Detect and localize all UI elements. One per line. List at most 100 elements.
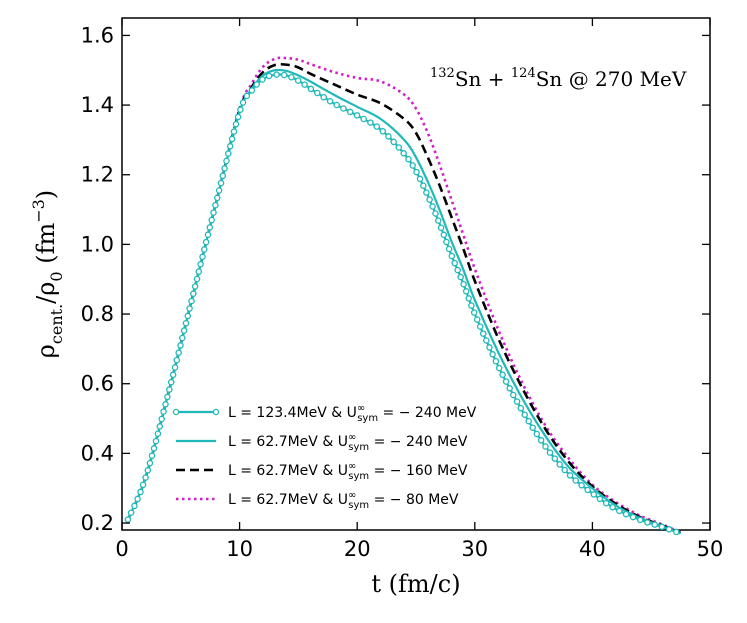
series-marker-0 bbox=[622, 510, 630, 518]
series-marker-0 bbox=[596, 495, 604, 503]
series-marker-0 bbox=[307, 85, 315, 93]
series-marker-0 bbox=[432, 210, 439, 217]
plot-frame bbox=[121, 17, 711, 531]
series-marker-0 bbox=[566, 472, 574, 479]
series-marker-0 bbox=[225, 150, 232, 157]
series-marker-0 bbox=[385, 133, 392, 140]
series-marker-0 bbox=[445, 245, 453, 253]
series-marker-0 bbox=[517, 404, 525, 412]
series-marker-0 bbox=[146, 459, 154, 467]
y-tick-label: 0.2 bbox=[81, 511, 114, 535]
series-marker-0 bbox=[158, 415, 165, 423]
series-marker-0 bbox=[616, 507, 623, 515]
series-marker-0 bbox=[206, 224, 214, 231]
series-marker-0 bbox=[476, 323, 484, 330]
x-tick-label: 50 bbox=[697, 537, 724, 561]
series-marker-0 bbox=[420, 182, 427, 189]
series-marker-0 bbox=[201, 246, 208, 253]
x-tick-label: 20 bbox=[344, 537, 371, 561]
series-marker-0 bbox=[556, 461, 563, 468]
series-marker-0 bbox=[502, 378, 510, 385]
series-marker-0 bbox=[142, 474, 149, 481]
legend-label-1: L = 62.7MeV & U∞ sym = − 240 MeV bbox=[228, 432, 468, 453]
series-marker-0 bbox=[561, 466, 568, 474]
series-marker-0 bbox=[651, 521, 658, 528]
series-marker-0 bbox=[673, 528, 680, 536]
series-marker-0 bbox=[134, 495, 141, 503]
series-marker-0 bbox=[483, 337, 490, 344]
series-marker-0 bbox=[465, 295, 472, 302]
series-marker-0 bbox=[182, 319, 190, 327]
series-marker-0 bbox=[152, 437, 160, 445]
series-marker-0 bbox=[609, 503, 616, 511]
series-marker-0 bbox=[204, 231, 212, 238]
series-marker-0 bbox=[127, 509, 135, 516]
series-marker-0 bbox=[537, 437, 545, 444]
series-marker-0 bbox=[234, 113, 242, 121]
series-marker-0 bbox=[219, 172, 227, 180]
series-marker-0 bbox=[288, 73, 295, 81]
series-marker-0 bbox=[301, 81, 308, 88]
series-marker-0 bbox=[426, 196, 433, 203]
series-marker-0 bbox=[578, 482, 585, 489]
series-marker-0 bbox=[230, 128, 238, 135]
series-marker-0 bbox=[188, 297, 195, 305]
series-marker-0 bbox=[443, 238, 450, 246]
y-tick-label: 0.6 bbox=[81, 372, 114, 396]
series-marker-0 bbox=[160, 408, 167, 415]
series-marker-0 bbox=[131, 502, 138, 510]
series-marker-0 bbox=[395, 144, 403, 151]
series-marker-0 bbox=[542, 443, 549, 450]
series-marker-0 bbox=[173, 356, 181, 364]
series-marker-0 bbox=[214, 194, 221, 202]
x-tick-label: 10 bbox=[226, 537, 253, 561]
series-marker-0 bbox=[243, 92, 251, 100]
legend-marker bbox=[172, 408, 180, 416]
series-marker-0 bbox=[529, 424, 536, 431]
series-marker-0 bbox=[232, 120, 240, 128]
series-marker-0 bbox=[273, 71, 280, 78]
series-marker-0 bbox=[177, 342, 184, 349]
legend-label-0: L = 123.4MeV & U∞ sym = − 240 MeV bbox=[228, 403, 477, 424]
legend: L = 123.4MeV & U∞ sym = − 240 MeV L = 62.7… bbox=[172, 403, 477, 511]
series-marker-0 bbox=[228, 135, 236, 143]
series-marker-0 bbox=[460, 280, 467, 288]
y-tick-label: 0.4 bbox=[81, 441, 114, 465]
series-marker-0 bbox=[195, 268, 203, 275]
series-marker-0 bbox=[167, 378, 175, 386]
series-marker-0 bbox=[506, 385, 513, 392]
legend-label-2: L = 62.7MeV & U∞ sym = − 160 MeV bbox=[228, 461, 468, 482]
series-marker-0 bbox=[169, 371, 177, 379]
series-marker-0 bbox=[644, 519, 651, 526]
y-tick-label: 0.8 bbox=[81, 302, 114, 326]
series-marker-0 bbox=[193, 275, 201, 283]
series-marker-0 bbox=[154, 430, 162, 437]
series-marker-0 bbox=[212, 201, 219, 209]
series-marker-0 bbox=[636, 516, 644, 524]
series-marker-0 bbox=[492, 357, 500, 365]
series-marker-0 bbox=[473, 316, 481, 323]
series-marker-0 bbox=[156, 423, 164, 430]
series-marker-0 bbox=[226, 143, 234, 150]
series-marker-0 bbox=[265, 72, 273, 80]
series-marker-0 bbox=[551, 455, 559, 462]
series-marker-0 bbox=[572, 477, 579, 484]
series-marker-0 bbox=[166, 386, 173, 393]
series-marker-0 bbox=[468, 302, 475, 309]
series-marker-0 bbox=[584, 486, 591, 494]
series-marker-0 bbox=[150, 445, 158, 452]
series-marker-0 bbox=[253, 81, 260, 88]
series-group bbox=[124, 56, 682, 536]
series-marker-0 bbox=[495, 364, 503, 372]
series-marker-0 bbox=[346, 108, 354, 116]
series-marker-0 bbox=[326, 97, 334, 105]
series-marker-0 bbox=[186, 305, 193, 312]
series-marker-0 bbox=[148, 452, 156, 459]
series-line-2 bbox=[126, 62, 682, 535]
series-marker-0 bbox=[665, 526, 673, 533]
x-tick-label: 40 bbox=[579, 537, 606, 561]
series-marker-0 bbox=[208, 216, 215, 224]
series-marker-0 bbox=[510, 391, 517, 399]
series-marker-0 bbox=[658, 523, 666, 531]
series-marker-0 bbox=[367, 119, 374, 126]
